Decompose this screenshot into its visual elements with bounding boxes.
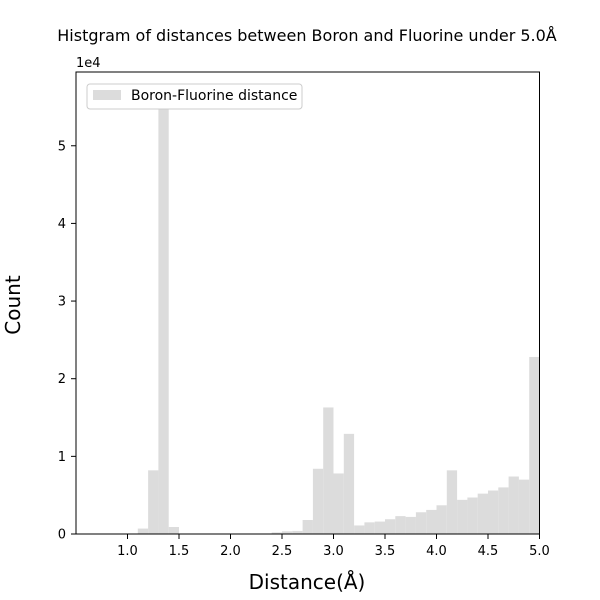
y-axis-ticks: 0 1 2 3 4 5 (58, 139, 76, 543)
legend: Boron-Fluorine distance (86, 83, 303, 110)
x-axis-label: Distance(Å) (249, 570, 366, 594)
histogram-bar (343, 433, 355, 534)
y-tick-label: 5 (58, 139, 66, 154)
histogram-bar (312, 468, 324, 534)
histogram-bar (477, 493, 488, 534)
histogram-bar (148, 470, 159, 534)
histogram-bar (137, 528, 149, 534)
histogram-bar (364, 522, 375, 534)
histogram-bar (529, 356, 540, 534)
legend-label: Boron-Fluorine distance (131, 88, 297, 104)
y-tick-label: 0 (58, 528, 66, 543)
y-scale-label: 1e4 (76, 56, 101, 71)
x-tick-label: 1.0 (117, 544, 138, 559)
x-tick-label: 5.0 (529, 544, 550, 559)
legend-swatch (93, 90, 121, 100)
x-tick-label: 4.0 (426, 544, 447, 559)
histogram-bar (354, 525, 365, 534)
histogram-bar (302, 520, 313, 534)
plot-frame (75, 71, 540, 535)
y-tick-label: 1 (58, 450, 66, 465)
y-tick-label: 4 (58, 217, 66, 232)
y-axis-label: Count (1, 275, 25, 335)
x-tick-label: 3.5 (375, 544, 396, 559)
histogram-bar (415, 512, 427, 534)
histogram-bar (467, 497, 478, 534)
histogram-bar (158, 106, 169, 535)
histogram-bar (282, 531, 293, 534)
x-tick-label: 3.0 (323, 544, 344, 559)
y-tick-label: 2 (58, 372, 66, 387)
histogram-bar (426, 509, 437, 534)
histogram-bar (508, 476, 519, 534)
x-tick-label: 4.5 (478, 544, 499, 559)
histogram-bar (374, 521, 385, 534)
x-axis-ticks: 1.0 1.5 2.0 2.5 3.0 3.5 4.0 4.5 5.0 (117, 534, 550, 559)
histogram-bar (168, 527, 179, 534)
histogram-bar (498, 487, 509, 534)
histogram-bar (457, 499, 468, 534)
histogram-bar (436, 505, 447, 534)
histogram-bar (292, 530, 303, 534)
histogram-bar (271, 532, 282, 534)
histogram-bar (518, 479, 530, 534)
x-tick-label: 1.5 (169, 544, 190, 559)
x-tick-label: 2.5 (272, 544, 293, 559)
histogram-bar (395, 516, 406, 534)
bars-layer (137, 106, 540, 535)
histogram-bar (488, 490, 499, 534)
x-tick-label: 2.0 (220, 544, 241, 559)
histogram-bar (446, 470, 458, 534)
histogram-bar (323, 407, 334, 534)
histogram-bar (385, 519, 396, 534)
y-tick-label: 3 (58, 295, 66, 310)
histogram-bar (405, 516, 416, 534)
histogram-bar (333, 473, 344, 534)
legend-box (86, 83, 303, 110)
chart-title: Histgram of distances between Boron and … (57, 26, 557, 45)
